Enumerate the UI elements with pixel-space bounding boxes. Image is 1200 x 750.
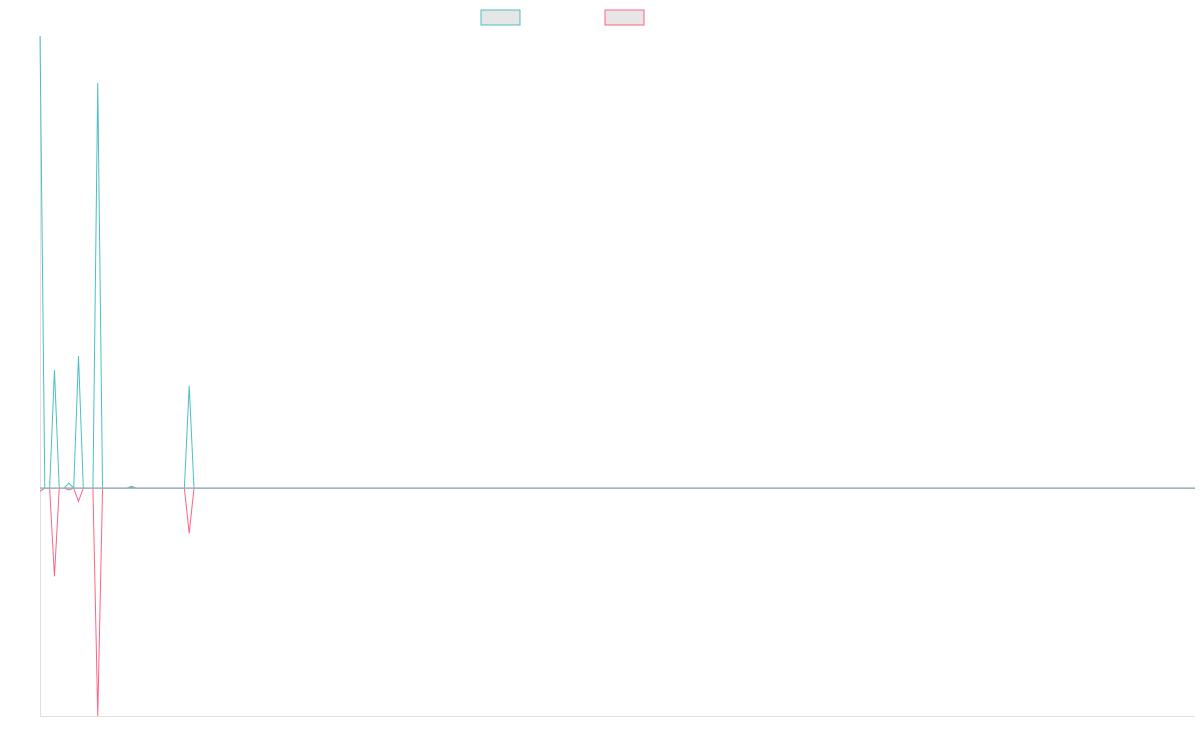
series-line-2 bbox=[39, 486, 1195, 717]
plot-area bbox=[39, 35, 1195, 717]
legend-swatch-2[interactable] bbox=[604, 9, 645, 26]
legend-swatch-1[interactable] bbox=[480, 9, 521, 26]
legend bbox=[480, 9, 645, 26]
series-line-1 bbox=[39, 35, 1195, 490]
